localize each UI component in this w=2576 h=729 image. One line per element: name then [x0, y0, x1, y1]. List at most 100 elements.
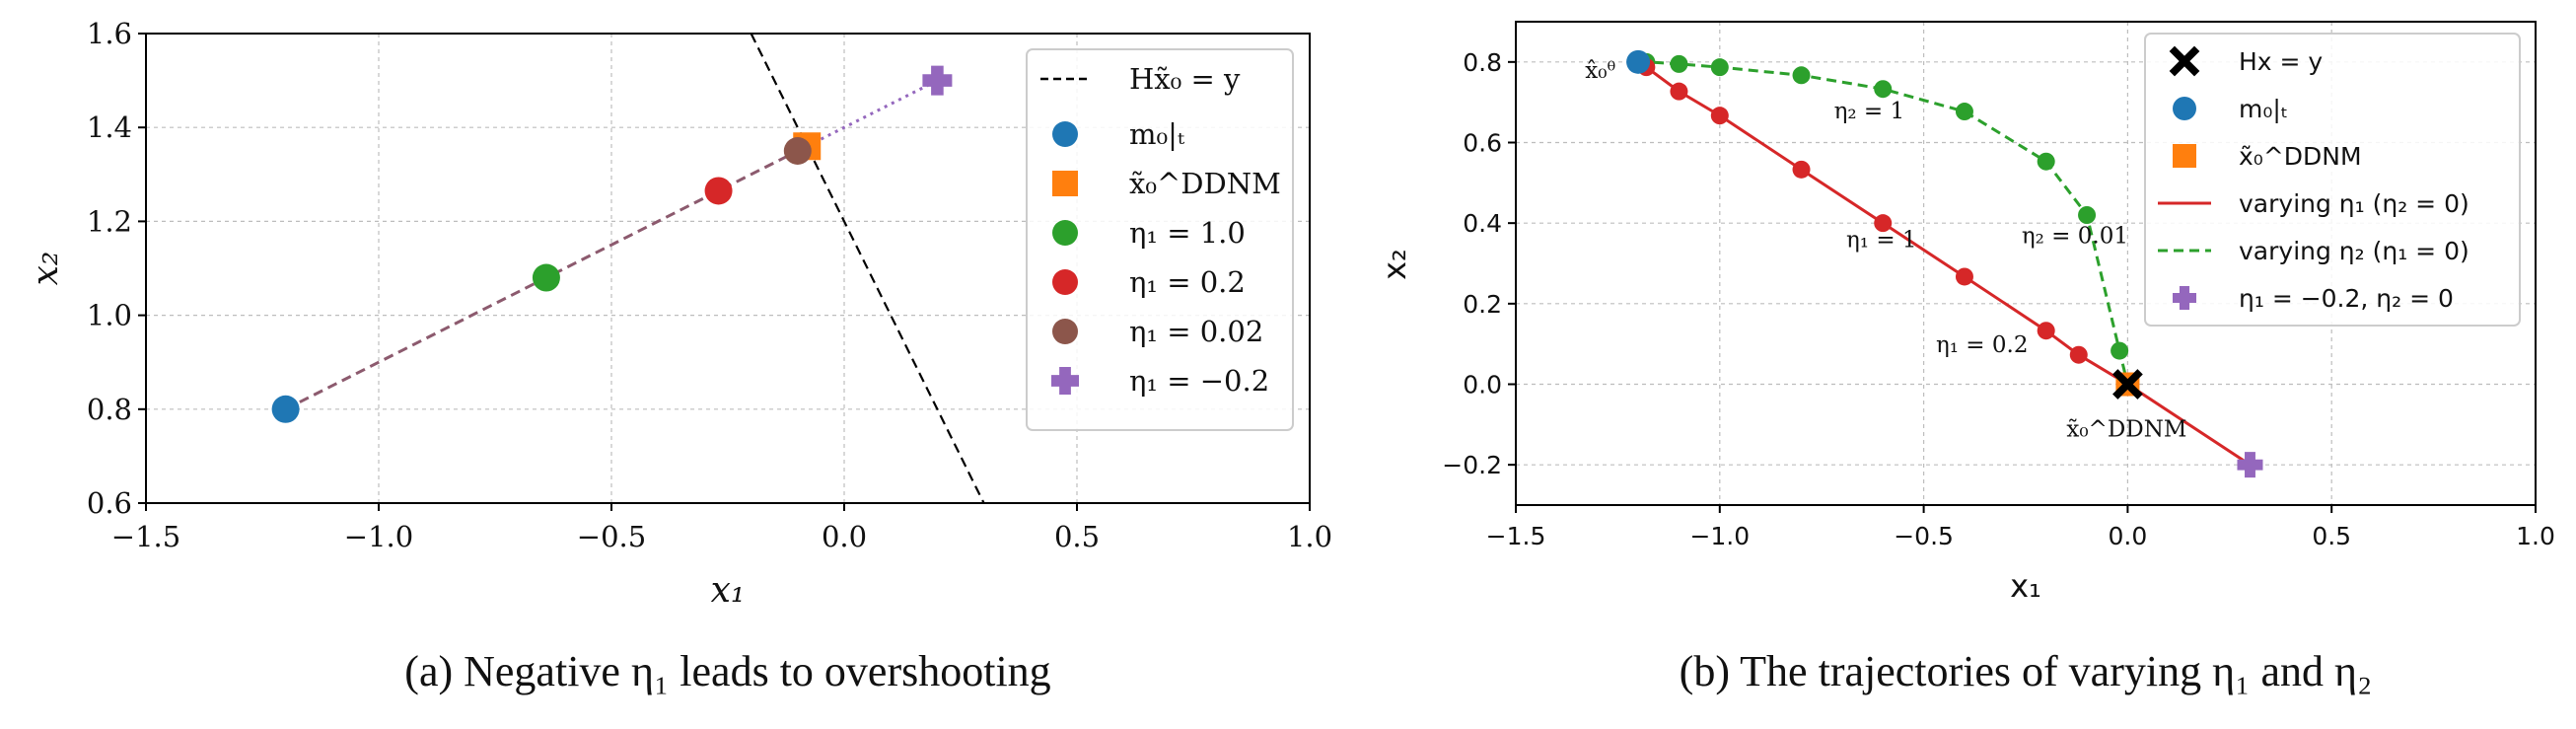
- panel-a-xlabel: x₁: [711, 570, 746, 611]
- panel-a-point-3: [704, 177, 733, 205]
- panel-b-annotation-1: η₂ = 1: [1834, 99, 1905, 124]
- panel-b-point-0-stroke-2: [2112, 369, 2143, 400]
- panel-a-xtick-label: −1.5: [111, 520, 180, 553]
- panel-b-legend-marker-2: [2173, 144, 2196, 168]
- panel-a-legend-marker-2: [1052, 220, 1078, 246]
- panel-a-yticks: 0.6 0.8 1.0 1.2 1.4 1.6: [87, 17, 146, 520]
- panel-b-series-1-point-3: [1710, 58, 1729, 77]
- panel-b-legend-marker-0-stroke-2: [2169, 45, 2200, 77]
- panel-a-legend-label: Hx̃₀ = y: [1129, 62, 1241, 96]
- panel-b-legend-frame: [2144, 33, 2521, 327]
- panel-b-series-1-point-5: [1874, 80, 1893, 99]
- panel-b-legend-label-5: η₁ = −0.2, η₂ = 0: [2239, 284, 2454, 313]
- panel-b-legend-marker-1: [2173, 97, 2196, 120]
- panel-b-legend: Hx = y m₀|ₜ x̃₀^DDNM varying η₁ (η₂ = 0) var…: [2144, 33, 2521, 327]
- panel-a-legend-label-3: η₁ = 0.2: [1129, 265, 1246, 299]
- panel-b-series-1-point-8: [2078, 206, 2097, 224]
- panel-a-legend: Hx̃₀ = y m₀|ₜ x̃₀^DDNM η₁ = 1.0 η₁ = 0.2 η₁ …: [1026, 48, 1294, 431]
- panel-a-point-0: [271, 395, 300, 423]
- panel-a-ytick-label: 0.6: [87, 486, 132, 520]
- panel-a-xticks: −1.5 −1.0 −0.5 0.0 0.5 1.0: [111, 503, 1332, 553]
- panel-b-annotation-4: η₁ = 0.2: [1936, 332, 2028, 358]
- panel-b-series-1-point-7: [2037, 152, 2055, 171]
- panel-b-ytick-label: −0.2: [1442, 451, 1502, 479]
- panel-b-ytick-label: 0.2: [1463, 290, 1502, 319]
- panel-a-legend-marker-5: [1051, 367, 1079, 395]
- panel-b-point-1: [1626, 49, 1651, 74]
- panel-a-legend-label-5: η₁ = −0.2: [1129, 364, 1269, 398]
- panel-b-series: [1637, 52, 2252, 467]
- panel-b-ytick-label: 0.4: [1463, 209, 1502, 238]
- panel-b-legend-label-3: varying η₁ (η₂ = 0): [2239, 189, 2469, 218]
- panel-a-point-5: [922, 65, 953, 96]
- panel-a-legend-marker-1: [1052, 171, 1078, 196]
- panel-b-series-0-point-6: [1955, 267, 1973, 286]
- panel-b-annotation-5: x̃₀^DDNM: [2066, 417, 2186, 443]
- panel-a-xtick-label: −1.0: [344, 520, 413, 553]
- panel-b-legend-label-0: Hx = y: [2239, 47, 2323, 76]
- panel-b-yticks: −0.2 0.0 0.2 0.4 0.6 0.8: [1442, 48, 1516, 479]
- panel-a-points: [271, 65, 953, 423]
- panel-a-legend-label-0: m₀|ₜ: [1129, 117, 1185, 151]
- panel-b-series-1-point-2: [1670, 54, 1688, 73]
- panel-b-ylabel: x₂: [1376, 249, 1413, 280]
- panel-a-ytick-label: 1.4: [87, 110, 132, 144]
- panel-b-legend-marker-0: [2169, 45, 2200, 77]
- panel-a-xtick-label: 0.0: [822, 520, 867, 553]
- panel-b-series-0-point-8: [2069, 345, 2088, 364]
- panel-b-xtick-label: −1.0: [1689, 522, 1750, 550]
- panel-a-line-2: [806, 79, 939, 148]
- panel-b-xtick-label: 0.0: [2109, 522, 2148, 550]
- panel-a-legend-marker-3: [1052, 269, 1078, 295]
- panel-b-legend-marker-5: [2173, 286, 2196, 310]
- panel-b-annotation-0: x̂₀ᶿ: [1585, 58, 1615, 84]
- panel-a-xtick-label: 0.5: [1054, 520, 1100, 553]
- panel-a-ytick-label: 1.2: [87, 204, 132, 238]
- panel-a-legend-marker-0: [1052, 121, 1078, 147]
- panel-b-legend-label-2: x̃₀^DDNM: [2239, 142, 2362, 171]
- panel-b-ytick-label: 0.6: [1463, 129, 1502, 158]
- panel-b-xtick-label: −1.5: [1486, 522, 1546, 550]
- panel-a-ytick-label: 0.8: [87, 393, 132, 426]
- panel-a-ytick-label: 1.0: [87, 299, 132, 332]
- panel-a: −1.5 −1.0 −0.5 0.0 0.5 1.0 0.6 0.8 1.0 1.2 1.4 1.6…: [26, 17, 1332, 695]
- panel-b-xtick-label: 0.5: [2312, 522, 2351, 550]
- panel-a-point-2: [532, 263, 560, 292]
- panel-a-legend-label-4: η₁ = 0.02: [1129, 315, 1263, 348]
- panel-b: x̂₀ᶿ η₂ = 1 η₁ = 1 η₂ = 0.01 η₁ = 0.2 x̃₀^DDN…: [1376, 21, 2555, 695]
- panel-b-caption: (b) The trajectories of varying η₁ and η…: [1680, 647, 2373, 695]
- panel-b-axes-frame: [1515, 21, 2537, 506]
- panel-b-annotation-2: η₁ = 1: [1846, 228, 1917, 254]
- panel-b-point-3: [2237, 452, 2263, 478]
- panel-b-ytick-label: 0.8: [1463, 48, 1502, 77]
- panel-b-series-0-point-3: [1710, 107, 1729, 125]
- panel-b-series-0-point-5: [1874, 214, 1893, 233]
- panel-b-series-0-point-2: [1670, 82, 1688, 101]
- panel-a-line-0: [750, 33, 985, 504]
- panel-b-xlabel: x₁: [2010, 567, 2041, 605]
- panel-b-annotation-3: η₂ = 0.01: [2022, 224, 2128, 250]
- panel-a-xtick-label: −0.5: [577, 520, 646, 553]
- panel-b-xtick-label: 1.0: [2516, 522, 2555, 550]
- panel-b-series-1-point-4: [1792, 66, 1811, 85]
- panel-a-caption: (a) Negative η₁ leads to overshooting: [404, 647, 1050, 695]
- panel-b-xticks: −1.5 −1.0 −0.5 0.0 0.5 1.0: [1486, 505, 2555, 550]
- panel-a-legend-label-2: η₁ = 1.0: [1129, 216, 1246, 250]
- panel-a-xtick-label: 1.0: [1287, 520, 1332, 553]
- panel-a-lines: [284, 33, 985, 504]
- panel-a-legend-frame: [1026, 48, 1294, 431]
- panel-b-series-0-point-7: [2037, 322, 2055, 340]
- panel-b-legend-label-1: m₀|ₜ: [2239, 95, 2288, 123]
- panel-a-ytick-label: 1.6: [87, 17, 132, 50]
- panel-b-ytick-label: 0.0: [1463, 371, 1502, 400]
- panel-a-legend-label-1: x̃₀^DDNM: [1129, 167, 1281, 200]
- panel-a-point-4: [783, 137, 812, 165]
- panel-b-series-0-point-4: [1792, 160, 1811, 179]
- panel-b-series-1-point-6: [1955, 103, 1973, 121]
- panel-b-point-0: [2112, 369, 2143, 400]
- panel-b-series-1-point-9: [2111, 341, 2129, 360]
- panel-b-annotations: x̂₀ᶿ η₂ = 1 η₁ = 1 η₂ = 0.01 η₁ = 0.2 x̃₀^DDN…: [1585, 58, 2186, 442]
- panel-a-legend-marker-4: [1052, 319, 1078, 344]
- panel-a-axes-frame: [145, 33, 1311, 504]
